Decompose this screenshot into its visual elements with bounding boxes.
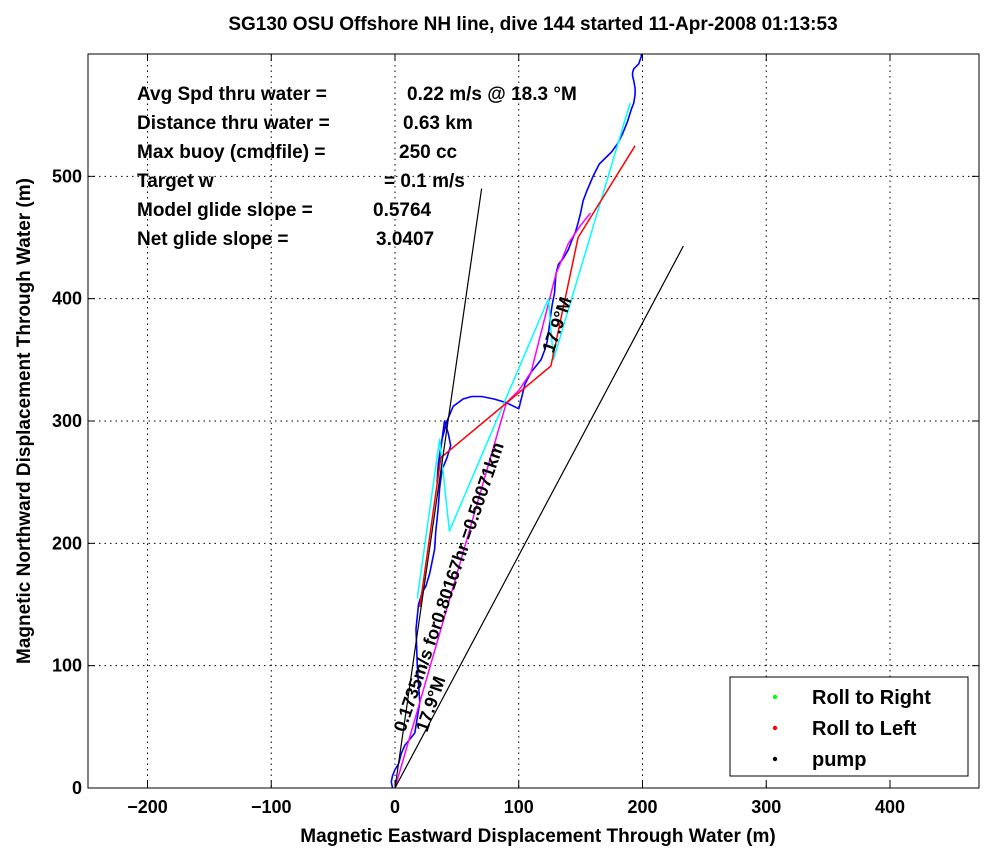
- grid: [88, 54, 979, 788]
- legend-marker: [772, 725, 778, 731]
- stat-label: Target w: [137, 171, 214, 192]
- legend: Roll to Right Roll to Left pump: [729, 676, 969, 777]
- stat-value: 0.5764: [373, 200, 432, 221]
- y-tick-label: 100: [52, 656, 82, 676]
- legend-label: Roll to Left: [812, 718, 917, 740]
- axis-ticks: −200 −100 0 100 200 300 400 0 100 200 300 400 500: [52, 54, 979, 817]
- legend-label: Roll to Right: [812, 687, 931, 709]
- trajectory-series-2: [394, 212, 592, 789]
- x-tick-label: 300: [751, 797, 781, 817]
- y-tick-label: 200: [52, 533, 82, 553]
- stat-label: Model glide slope =: [137, 200, 313, 221]
- x-tick-label: −200: [127, 797, 168, 817]
- reference-line-2: [394, 245, 684, 789]
- stat-value: = 0.1 m/s: [384, 171, 465, 192]
- stat-label: Net glide slope =: [137, 229, 289, 250]
- x-tick-label: 0: [390, 797, 400, 817]
- x-axis-label: Magnetic Eastward Displacement Through W…: [300, 826, 775, 847]
- stat-label: Max buoy (cmdfile) =: [137, 142, 325, 163]
- y-axis-label: Magnetic Northward Displacement Through …: [14, 178, 35, 664]
- dive-stats: Avg Spd thru water = 0.22 m/s @ 18.3 °M Di…: [137, 84, 577, 250]
- x-tick-label: 100: [504, 797, 534, 817]
- y-tick-label: 400: [52, 289, 82, 309]
- stat-value: 3.0407: [376, 229, 434, 250]
- legend-marker: [772, 756, 778, 762]
- stat-value: 0.22 m/s @ 18.3 °M: [407, 84, 577, 105]
- legend-label: pump: [812, 749, 866, 771]
- trajectory-series-3: [416, 102, 631, 599]
- stat-label: Avg Spd thru water =: [137, 84, 327, 105]
- reference-lines: [394, 188, 684, 789]
- y-tick-label: 0: [72, 778, 82, 798]
- y-tick-label: 300: [52, 411, 82, 431]
- x-tick-label: 400: [875, 797, 905, 817]
- reference-line-1: [394, 188, 483, 789]
- y-tick-label: 500: [52, 166, 82, 186]
- stat-value: 250 cc: [399, 142, 458, 163]
- stat-value: 0.63 km: [403, 113, 473, 134]
- stat-label: Distance thru water =: [137, 113, 330, 134]
- chart-title: SG130 OSU Offshore NH line, dive 144 sta…: [228, 14, 837, 35]
- legend-box: [729, 676, 969, 777]
- trajectory-series-4: [419, 145, 636, 608]
- x-tick-label: 200: [627, 797, 657, 817]
- legend-marker: [772, 694, 778, 700]
- x-tick-label: −100: [251, 797, 292, 817]
